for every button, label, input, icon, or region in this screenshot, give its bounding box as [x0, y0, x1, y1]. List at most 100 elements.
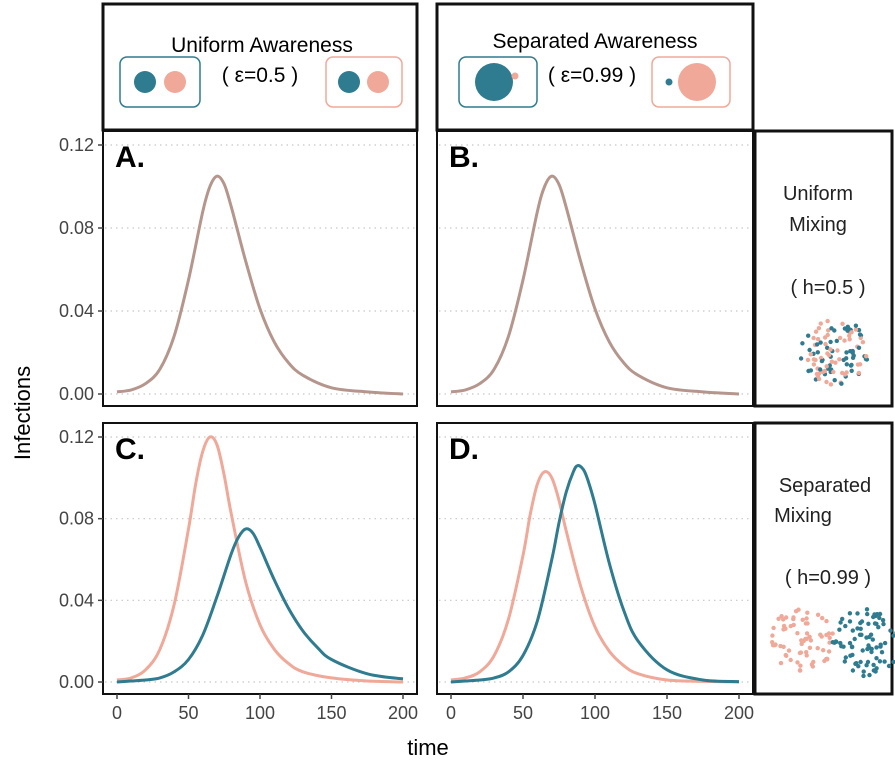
population-dot: [838, 620, 843, 625]
x-tick-label: 50: [513, 703, 533, 723]
population-dot: [850, 348, 855, 354]
header-uniform-awareness: Uniform Awareness ( ε=0.5 ): [101, 2, 419, 132]
population-dot: [804, 653, 809, 658]
population-dot: [798, 650, 804, 655]
population-dot: [826, 328, 831, 333]
population-dot: [871, 662, 876, 668]
population-dot: [781, 623, 787, 629]
population-dot: [788, 623, 793, 629]
population-dot: [805, 610, 810, 615]
population-dot: [872, 612, 877, 617]
population-dot: [859, 632, 864, 637]
population-dot: [811, 362, 817, 367]
population-dot: [847, 619, 853, 624]
side-uniform-mixing: Uniform Mixing ( h=0.5 ): [753, 129, 894, 408]
population-dot: [795, 660, 800, 665]
header-title: Separated Awareness: [492, 30, 697, 53]
population-dot: [825, 318, 830, 324]
x-tick-label: 100: [580, 703, 610, 723]
panel-frame: [102, 130, 418, 407]
population-dot: [808, 638, 814, 643]
population-dot: [850, 668, 856, 673]
population-dot: [820, 615, 825, 621]
population-dot: [847, 337, 852, 342]
population-dot: [832, 328, 837, 333]
population-dot: [803, 636, 808, 642]
population-dot: [849, 330, 854, 335]
side-label-line2: Mixing: [789, 214, 847, 236]
population-dot: [867, 645, 872, 651]
population-dot: [879, 650, 885, 655]
population-dot: [821, 648, 826, 653]
side-param: ( h=0.5 ): [790, 277, 865, 299]
population-dot: [771, 625, 776, 631]
panels: 0.00 0.04 0.08 0.12 A. B. 0.00 0.04 0.08 0.12 0 50 1…: [59, 130, 754, 723]
population-dot: [837, 627, 842, 632]
population-dot: [843, 655, 848, 660]
population-dot: [815, 646, 820, 651]
population-dot: [860, 340, 866, 345]
population-dot: [844, 362, 849, 367]
population-dot: [871, 668, 876, 673]
series-line-aware: [116, 527, 404, 684]
panel-frame: [436, 130, 754, 407]
population-dot: [824, 379, 829, 385]
series-line-aware: [450, 464, 740, 684]
population-dot: [804, 616, 809, 621]
x-tick-label: 50: [178, 703, 198, 723]
panel-d: 0 50 100 150 200 D.: [436, 422, 754, 723]
side-label-line1: Uniform: [783, 183, 853, 205]
panel-label: B.: [449, 141, 479, 174]
population-dot: [870, 637, 875, 642]
population-dot: [864, 354, 869, 359]
population-dot: [839, 644, 844, 649]
population-dot: [866, 621, 871, 626]
population-dot: [833, 360, 838, 365]
population-dot: [864, 635, 869, 640]
population-dot: [877, 615, 882, 621]
population-dot: [844, 370, 849, 375]
y-tick-label: 0.12: [59, 427, 94, 447]
population-dot: [815, 612, 821, 617]
population-dot: [819, 634, 824, 639]
header-title: Uniform Awareness: [171, 34, 353, 57]
population-dot: [858, 335, 863, 341]
population-dot: [816, 376, 822, 382]
population-dot: [784, 615, 789, 620]
side-label-line2: Mixing: [774, 505, 832, 527]
population-dot: [781, 644, 786, 649]
y-tick-label: 0.08: [59, 509, 94, 529]
panel-label: C.: [115, 433, 145, 466]
population-dot: [828, 382, 834, 387]
y-axis-title: Infections: [10, 366, 35, 460]
population-dot: [826, 649, 832, 654]
population-dot: [881, 621, 886, 627]
population-dot: [853, 323, 859, 328]
unaware-circle-icon: [678, 63, 716, 101]
series-line-unaware: [116, 435, 404, 684]
population-dot: [847, 611, 853, 616]
population-dot: [842, 659, 847, 664]
population-dot: [824, 618, 829, 624]
population-dot: [824, 632, 829, 638]
population-dot: [880, 618, 886, 623]
population-dot: [814, 342, 820, 347]
population-dot: [840, 616, 845, 622]
population-dot: [878, 642, 883, 647]
population-dot: [784, 653, 789, 658]
population-dot: [891, 633, 895, 638]
population-dot: [845, 324, 850, 329]
population-dot: [861, 673, 866, 679]
y-tick-label: 0.04: [59, 301, 94, 321]
population-dot: [858, 626, 863, 631]
population-dot: [874, 645, 879, 650]
y-tick-label: 0.00: [59, 672, 94, 692]
population-dot: [779, 614, 784, 619]
aware-circle-icon: [665, 78, 673, 86]
panel-c: 0.00 0.04 0.08 0.12 0 50 100 150 200 C.: [59, 422, 418, 723]
population-dot: [815, 336, 821, 342]
header-param: ( ε=0.99 ): [548, 64, 636, 87]
population-dot: [849, 644, 855, 650]
population-dot: [855, 626, 860, 631]
